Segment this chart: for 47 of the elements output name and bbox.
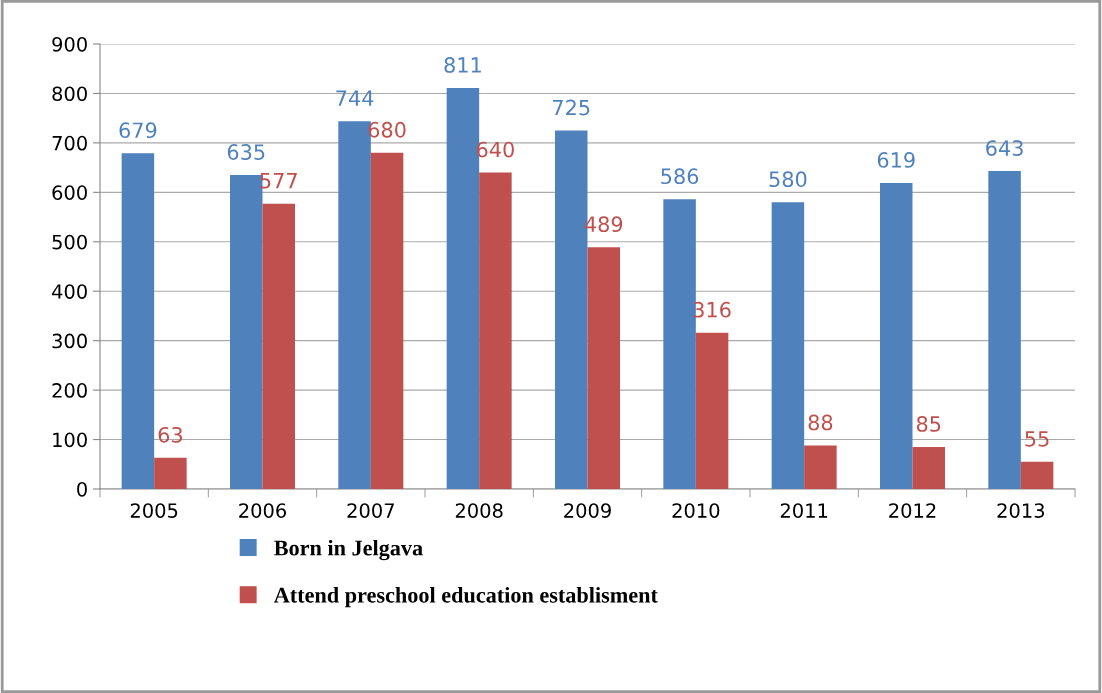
bar [262,203,295,489]
data-label: 88 [808,414,833,431]
x-tick-label: 2006 [239,503,287,518]
bar [370,152,404,489]
data-label: 744 [336,90,374,106]
y-tick-label: 200 [52,383,87,398]
y-tick-label: 500 [52,234,87,250]
x-tick-label: 2012 [889,503,936,518]
bar [479,172,512,489]
y-tick-label: 600 [52,185,87,200]
x-tick-label: 2007 [347,503,394,518]
y-tick-label: 900 [52,36,87,52]
data-label: 643 [986,140,1023,156]
y-tick-label: 300 [52,333,87,349]
data-label: 63 [158,426,182,443]
x-tick-label: 2013 [997,503,1045,518]
data-label: 55 [1025,431,1049,447]
x-tick-label: 2009 [564,503,611,518]
x-tick-label: 2010 [672,503,720,518]
data-label: 679 [119,122,157,139]
data-label: 811 [444,57,481,73]
bar [880,182,913,489]
bar [121,153,155,489]
bar [154,457,187,489]
bar [695,332,729,489]
x-tick-label: 2005 [130,503,178,518]
y-tick-label: 400 [52,284,87,299]
x-tick-label: 2008 [455,503,503,518]
bar [804,445,837,489]
data-label: 586 [661,168,699,185]
data-label: 619 [877,152,915,168]
y-tick-label: 0 [77,481,87,497]
data-label: 580 [769,171,807,188]
legend-label: Attend preschool education establisment [273,587,658,608]
data-label: 635 [227,144,265,160]
bar [587,247,620,489]
bar [912,446,945,489]
bar [1020,461,1054,489]
bar [771,202,805,489]
data-label: 85 [916,416,941,432]
data-label: 725 [553,99,590,116]
y-tick-label: 700 [52,135,87,151]
bar [988,171,1021,489]
y-tick-label: 800 [52,86,87,102]
x-tick-label: 2011 [780,503,828,518]
y-tick-label: 100 [53,432,87,448]
legend-label: Born in Jelgava [274,539,423,561]
